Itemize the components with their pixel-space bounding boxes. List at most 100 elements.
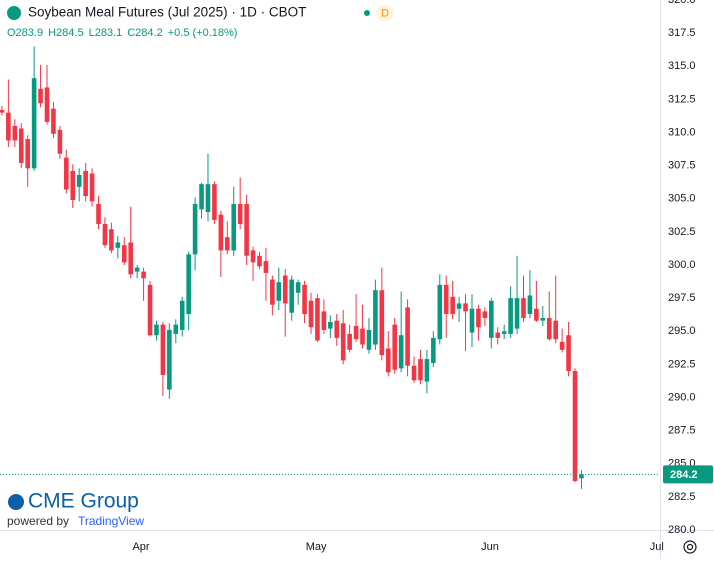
candle-body — [398, 335, 404, 369]
candle-body — [141, 271, 146, 279]
candle-body — [38, 88, 43, 104]
y-tick-label: 320.0 — [668, 0, 696, 6]
x-tick-label: Apr — [132, 541, 149, 553]
ohlc-value: L283.1 — [89, 27, 123, 39]
candle-body — [83, 170, 88, 197]
y-tick-label: 312.5 — [668, 93, 696, 105]
candle-body — [431, 337, 436, 364]
candle-body — [282, 275, 288, 304]
candle-body — [534, 308, 539, 321]
candle-body — [424, 359, 430, 382]
ohlc-legend: O283.9 H284.5 L283.1 C284.2 +0.5 (+0.18%) — [7, 27, 237, 39]
candle-body — [308, 300, 314, 328]
candle-body — [199, 184, 204, 210]
candle-body — [579, 474, 584, 479]
y-tick-label: 317.5 — [668, 27, 696, 39]
candle-body — [186, 254, 191, 315]
candle-body — [212, 184, 217, 220]
candle-body — [295, 282, 301, 293]
candle-body — [405, 307, 410, 366]
candle-body — [353, 325, 359, 340]
x-tick-label: Jun — [481, 541, 499, 553]
y-tick-label: 307.5 — [668, 160, 696, 172]
provider[interactable]: TradingView — [78, 514, 144, 528]
candle-body — [559, 341, 565, 350]
y-tick-label: 290.0 — [668, 391, 696, 403]
candle-body — [366, 329, 372, 350]
candle-body — [134, 267, 140, 272]
interval-badge: D — [381, 7, 389, 19]
y-tick-label: 295.0 — [668, 325, 696, 337]
candle-body — [302, 284, 307, 315]
candle-body — [540, 318, 546, 321]
candle-body — [340, 323, 346, 361]
y-tick-label: 305.0 — [668, 193, 696, 205]
candle-body — [31, 78, 37, 169]
settings-icon[interactable] — [683, 540, 697, 554]
candle-body — [102, 223, 108, 246]
ohlc-value: H284.5 — [48, 27, 83, 39]
candle-body — [379, 290, 385, 356]
symbol-icon — [7, 6, 21, 20]
y-tick-label: 292.5 — [668, 358, 696, 370]
candle-body — [96, 204, 101, 224]
candle-body — [572, 371, 578, 481]
candle-body — [6, 112, 11, 141]
candle-body — [250, 250, 256, 263]
candle-body — [205, 184, 211, 212]
candle-body — [347, 333, 352, 350]
candle-body — [514, 298, 520, 329]
candle-body — [334, 320, 340, 338]
candle-body — [192, 204, 198, 255]
candle-body — [495, 332, 501, 338]
candle-body — [160, 324, 166, 375]
y-tick-label: 315.0 — [668, 60, 696, 72]
candle-body — [121, 245, 127, 263]
candle-body — [25, 139, 30, 169]
ohlc-value: C284.2 — [127, 27, 162, 39]
candle-body — [0, 109, 5, 113]
y-tick-label: 280.0 — [668, 524, 696, 536]
y-tick-label: 302.5 — [668, 226, 696, 238]
candle-body — [70, 170, 76, 201]
y-tick-label: 300.0 — [668, 259, 696, 271]
candle-body — [456, 303, 462, 309]
candle-body — [263, 261, 269, 273]
candle-body — [450, 296, 455, 315]
badge-bg — [376, 5, 394, 21]
candle-body — [482, 311, 488, 318]
candle-body — [218, 214, 224, 251]
candle-body — [257, 255, 262, 267]
candle-body — [89, 173, 95, 202]
candle-body — [51, 108, 56, 134]
candle-body — [566, 335, 571, 371]
candle-body — [328, 321, 333, 329]
candle-body — [76, 174, 82, 187]
candle-body — [244, 204, 249, 256]
candle-body — [553, 320, 558, 340]
candle-body — [154, 324, 159, 336]
candle-body — [18, 128, 24, 163]
candle-body — [167, 329, 172, 390]
candle-body — [179, 300, 185, 330]
candle-body — [64, 157, 69, 190]
candle-body — [521, 298, 526, 318]
chart-title: Soybean Meal Futures (Jul 2025) · 1D · C… — [28, 5, 306, 20]
ohlc-value: +0.5 (+0.18%) — [168, 27, 238, 39]
candle-body — [231, 204, 237, 251]
candle-body — [360, 328, 365, 345]
candle-body — [527, 295, 533, 315]
candle-body — [437, 284, 443, 340]
candle-body — [128, 242, 134, 275]
x-tick-label: May — [306, 541, 327, 553]
candle-body — [546, 318, 552, 340]
cme-logo-icon — [8, 494, 24, 510]
candle-body — [224, 237, 230, 251]
candle-body — [385, 348, 391, 373]
candle-body — [173, 324, 179, 334]
last-price-box — [663, 465, 713, 484]
powered-by: powered by — [7, 514, 69, 528]
status-dot — [364, 10, 370, 16]
